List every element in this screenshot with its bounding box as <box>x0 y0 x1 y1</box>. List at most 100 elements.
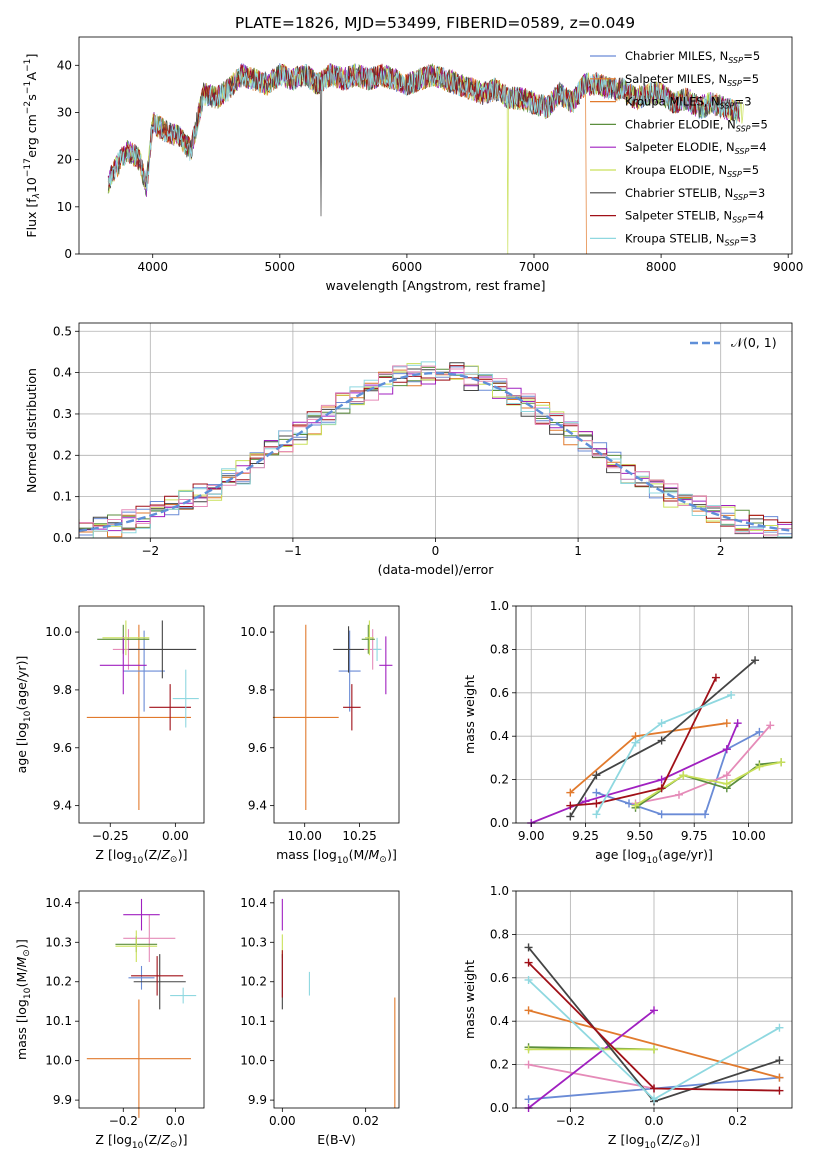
weight-point-marker <box>755 762 764 771</box>
residuals-legend: 𝒩(0, 1) <box>690 335 777 350</box>
x-tick-label: 5000 <box>265 260 296 274</box>
y-axis-label: mass [log10 (M/M⊙ )] <box>14 939 33 1060</box>
x-tick-label: 9.50 <box>627 829 654 843</box>
weight-point-marker <box>524 1095 533 1104</box>
weight-point-marker <box>755 727 764 736</box>
weight_vs_age-axes: 9.00 9.25 9.50 9.75 10.00 0.0 0.2 0.4 0.6 0.8 1.0 <box>490 599 766 843</box>
legend-label: 𝒩(0, 1) <box>731 335 777 350</box>
x-tick-label: 10.00 <box>288 829 322 843</box>
errorbar-point <box>86 624 191 810</box>
errorbar-point <box>115 930 158 963</box>
age_vs_z-plot-area <box>86 620 199 810</box>
spectrum-lines <box>107 62 744 254</box>
weight-point-marker <box>775 1056 784 1065</box>
weight-point-marker <box>631 801 640 810</box>
weight-point-marker <box>524 943 533 952</box>
weight-point-marker <box>674 790 683 799</box>
weight-series-line <box>528 1063 655 1090</box>
legend-label: Chabrier ELODIE, NSSP =5 <box>625 117 768 133</box>
x-tick-label: 1 <box>574 544 582 558</box>
errorbar-point <box>133 954 186 1010</box>
y-tick-label: 0.4 <box>53 366 72 380</box>
weight-point-marker <box>566 812 575 821</box>
weight-point-marker <box>650 1084 658 1093</box>
x-tick-label: −0.2 <box>109 1114 138 1128</box>
weight_vs_z-series <box>524 943 784 1112</box>
errorbar-point <box>123 630 165 712</box>
x-tick-label: −0.2 <box>556 1114 585 1128</box>
errorbar-point <box>361 624 375 654</box>
age_vs_mass-points <box>272 620 393 810</box>
legend-label: Salpeter MILES, NSSP =5 <box>625 72 759 88</box>
spectrum-series-line <box>107 64 740 217</box>
x-axis-label: Z [log10 (Z/Z⊙ )] <box>95 1132 187 1151</box>
y-tick-label: 10.2 <box>45 975 72 989</box>
age_vs_z-axes: −0.25 0.00 9.4 9.6 9.8 10.0 <box>45 625 188 843</box>
y-tick-label: 9.8 <box>248 683 267 697</box>
x-tick-label: 9.25 <box>572 829 599 843</box>
y-tick-label: 9.9 <box>248 1093 267 1107</box>
weight-point-marker <box>524 975 533 984</box>
axes-frame <box>78 36 793 255</box>
weight-series-line <box>527 1009 655 1109</box>
y-axis-label: Flux [fλ10−17 erg cm−2 s−1 A−1 ] <box>23 53 42 237</box>
y-axis-label: mass weight <box>462 675 477 754</box>
errorbar-point <box>99 636 147 695</box>
y-tick-label: 9.6 <box>53 741 72 755</box>
residuals-panel: −2 −1 0 1 2 0.0 0.1 0.2 0.3 0.4 0.5 𝒩(0, 1) (data-mo… <box>24 322 793 577</box>
legend-label: Kroupa STELIB, NSSP =3 <box>625 231 757 247</box>
weight-point-marker <box>592 788 601 797</box>
x-tick-label: 6000 <box>392 260 423 274</box>
y-tick-label: 0.2 <box>53 448 72 462</box>
residuals-plot-area <box>79 323 792 539</box>
weight-point-marker <box>566 801 575 810</box>
y-tick-label: 1.0 <box>490 599 509 613</box>
x-tick-label: 2 <box>717 544 725 558</box>
y-tick-label: 10.0 <box>240 625 267 639</box>
x-tick-label: 10.25 <box>342 829 376 843</box>
y-tick-label: 10.0 <box>240 1054 267 1068</box>
y-tick-label: 0.2 <box>490 1058 509 1072</box>
mass_vs_z-plot-area <box>86 898 197 1118</box>
axes-frame <box>515 890 793 1109</box>
y-tick-label: 0.0 <box>53 531 72 545</box>
errorbar-point <box>123 914 176 963</box>
weight-vs-z-panel: −0.2 0.0 0.2 0.0 0.2 0.4 0.6 0.8 1.0 Z [log10 (Z/… <box>462 884 793 1151</box>
x-tick-label: −2 <box>141 544 159 558</box>
axes-frame <box>78 322 793 539</box>
mass-vs-ebv-panel: 0.00 0.02 9.9 10.0 10.1 10.2 10.3 10.4 E(B-V) <box>240 890 400 1147</box>
y-tick-label: 10.1 <box>240 1014 267 1028</box>
y-tick-label: 9.9 <box>53 1093 72 1107</box>
weight-point-marker <box>722 771 731 780</box>
errorbar-point <box>131 956 184 996</box>
errorbar-point <box>170 987 197 1004</box>
weight-point-marker <box>650 1095 658 1104</box>
y-tick-label: 10.0 <box>45 1054 72 1068</box>
weight-point-marker <box>679 771 688 780</box>
residuals-axes: −2 −1 0 1 2 0.0 0.1 0.2 0.3 0.4 0.5 <box>53 324 725 558</box>
x-tick-label: 0.02 <box>352 1114 379 1128</box>
legend-label: Kroupa ELODIE, NSSP =5 <box>625 163 759 179</box>
y-tick-label: 0.0 <box>490 1101 509 1115</box>
histogram-step-line <box>79 365 792 537</box>
spectrum-legend: Chabrier MILES, NSSP =5 Salpeter MILES, N… <box>590 49 768 247</box>
mass_vs_z-points <box>86 898 197 1118</box>
weight-point-marker <box>766 721 775 730</box>
y-tick-label: 0.6 <box>490 971 509 985</box>
x-tick-label: 0.2 <box>728 1114 747 1128</box>
y-tick-label: 1.0 <box>490 884 509 898</box>
x-tick-label: 0.0 <box>166 1114 185 1128</box>
weight_vs_z-axes: −0.2 0.0 0.2 0.0 0.2 0.4 0.6 0.8 1.0 <box>490 884 747 1128</box>
errorbar-point <box>338 630 361 712</box>
axes-frame <box>78 605 205 824</box>
weight-point-marker <box>722 745 731 754</box>
legend-label: Chabrier MILES, NSSP =5 <box>625 49 760 65</box>
weight_vs_z-plot-area <box>516 890 792 1112</box>
mass_vs_z-axes: −0.2 0.0 9.9 10.0 10.1 10.2 10.3 10.4 <box>45 896 185 1128</box>
x-tick-label: 9000 <box>773 260 804 274</box>
weight-point-marker <box>650 1045 658 1054</box>
weight-point-marker <box>524 1006 533 1015</box>
weight-point-marker <box>592 799 601 808</box>
y-tick-label: 9.4 <box>248 799 267 813</box>
weight-series-line <box>596 731 760 816</box>
